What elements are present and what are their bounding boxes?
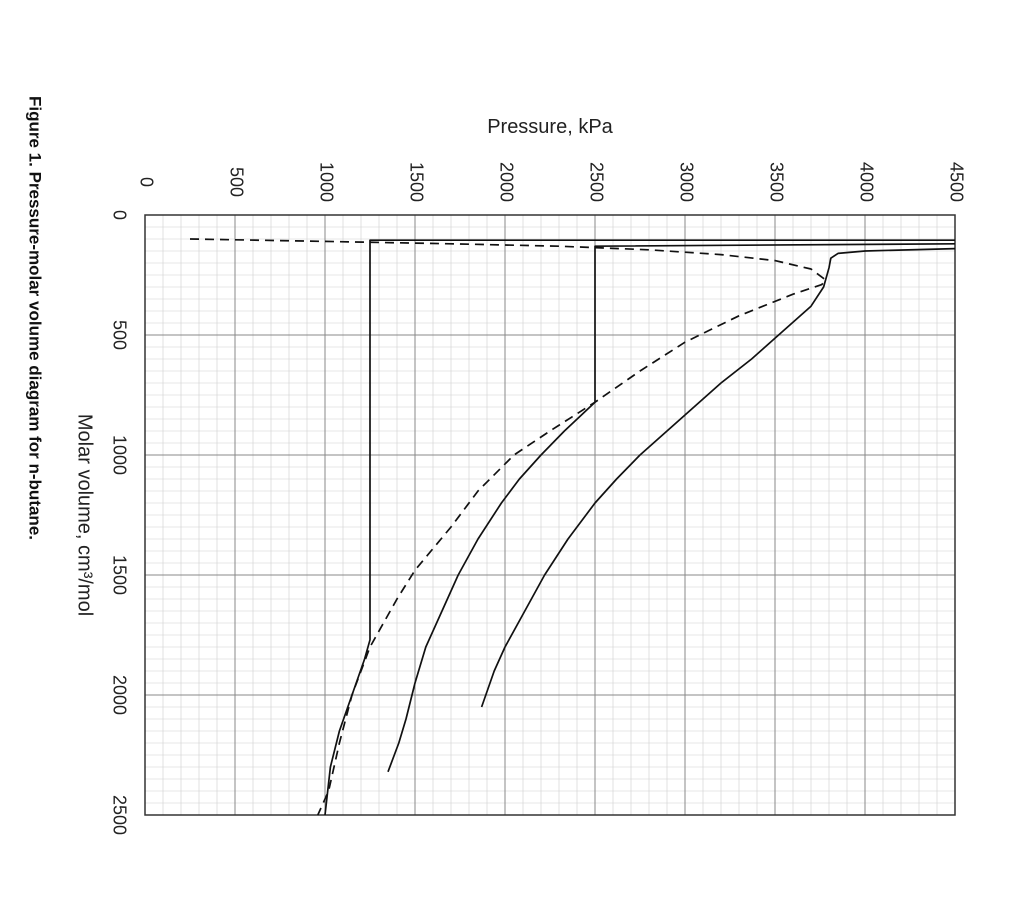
y-tick-label: 3500 — [766, 162, 786, 202]
series-layer — [189, 238, 956, 816]
x-tick-label: 2500 — [109, 795, 129, 835]
plot-frame — [144, 214, 956, 816]
y-tick-label: 2000 — [496, 162, 516, 202]
figure-caption: Figure 1. Pressure-molar volume diagram … — [26, 96, 45, 540]
x-tick-label: 1500 — [109, 555, 129, 595]
x-tick-label: 500 — [109, 320, 129, 350]
y-tick-labels: 0 500 1000 1500 2000 2500 3000 3500 4000 4500 — [136, 162, 966, 202]
minor-grid — [145, 215, 955, 815]
y-tick-label: 1500 — [406, 162, 426, 202]
y-tick-label: 3000 — [676, 162, 696, 202]
y-tick-label: 2500 — [586, 162, 606, 202]
x-tick-label: 0 — [109, 210, 129, 220]
y-tick-label: 500 — [226, 167, 246, 197]
y-tick-label: 1000 — [316, 162, 336, 202]
y-tick-label: 0 — [136, 177, 156, 187]
y-tick-label: 4000 — [856, 162, 876, 202]
series-line-2 — [324, 239, 955, 816]
x-tick-label: 2000 — [109, 675, 129, 715]
series-line-1 — [189, 238, 827, 816]
x-axis-label: Molar volume, cm³/mol — [74, 414, 96, 616]
y-axis-label: Pressure, kPa — [487, 116, 613, 138]
x-tick-label: 1000 — [109, 435, 129, 475]
y-tick-label: 4500 — [946, 162, 966, 202]
x-tick-labels: 0 500 1000 1500 2000 2500 — [109, 210, 129, 835]
series-line-4 — [480, 247, 956, 708]
series-line-3 — [387, 242, 956, 773]
